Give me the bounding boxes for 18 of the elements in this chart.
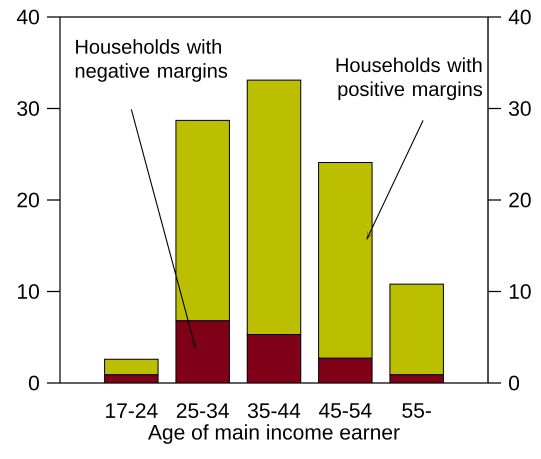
y-tick-label: 0 [28, 376, 39, 390]
y-tick-label: 10 [18, 284, 39, 299]
y-tick-label: 20 [17, 192, 39, 208]
x-tick-label: 45-54 [318, 403, 372, 418]
y2-tick-label: 10 [510, 284, 531, 299]
y2-tick-label: 40 [508, 10, 531, 24]
y-tick-label: 30 [17, 101, 39, 116]
x-tick-label: 25-34 [176, 403, 229, 418]
x-axis-title: Age of main income earner [148, 424, 400, 444]
y2-tick-label: 20 [509, 192, 531, 208]
x-tick-label: 35-44 [248, 403, 300, 418]
annotation: Households with positive margins [336, 57, 482, 100]
y-tick-label: 40 [16, 10, 39, 24]
y2-tick-label: 30 [509, 101, 531, 116]
x-tick-label: 17-24 [106, 403, 158, 418]
x-tick-label: 55- [402, 403, 431, 418]
y2-tick-label: 0 [509, 376, 520, 390]
annotation: Households with negative margins [76, 39, 228, 82]
